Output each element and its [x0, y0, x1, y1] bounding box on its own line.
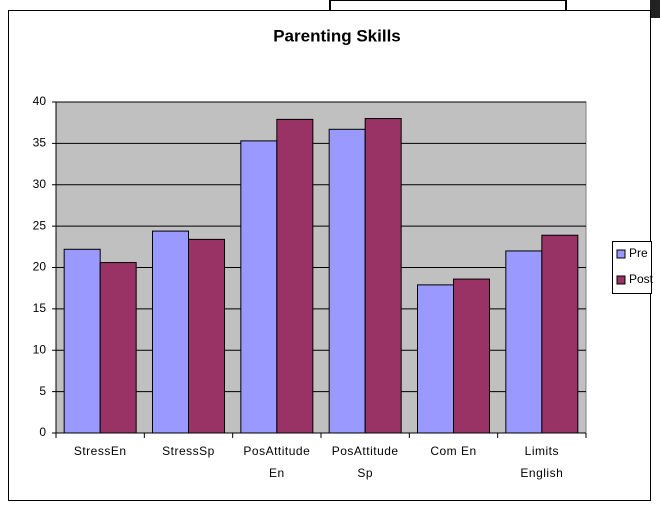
window-corner [650, 0, 660, 18]
y-tick-label: 40 [33, 94, 47, 108]
bar [417, 284, 454, 434]
x-tick-label: PosAttitude En [243, 444, 311, 480]
y-tick-label: 10 [33, 342, 47, 356]
x-tick-label: PosAttitude Sp [331, 444, 399, 480]
bar [188, 238, 225, 434]
bar [276, 118, 314, 434]
y-tick-label: 25 [33, 218, 47, 232]
bar [364, 118, 402, 434]
bar [328, 128, 366, 434]
legend-label: Post [629, 272, 654, 286]
y-tick-label: 30 [33, 177, 47, 191]
bar [99, 262, 137, 434]
y-tick-label: 20 [33, 260, 47, 274]
legend-label: Pre [629, 246, 648, 260]
y-tick-label: 35 [33, 136, 47, 150]
bar [152, 230, 189, 434]
bar [541, 234, 579, 434]
bar [453, 278, 490, 434]
x-tick-label: StressEn [73, 444, 127, 458]
bar [505, 250, 543, 434]
x-tick-label: Com En [430, 444, 477, 458]
y-tick-label: 15 [33, 301, 47, 315]
legend-swatch [616, 249, 626, 259]
bar [63, 248, 101, 434]
x-tick-label: Limits English [520, 444, 564, 480]
bar [240, 140, 278, 434]
y-tick-label: 0 [39, 425, 46, 439]
x-tick-label: StressSp [162, 444, 215, 458]
y-tick-label: 5 [39, 384, 46, 398]
chart-title: Parenting Skills [273, 26, 401, 45]
legend-swatch [616, 275, 626, 285]
